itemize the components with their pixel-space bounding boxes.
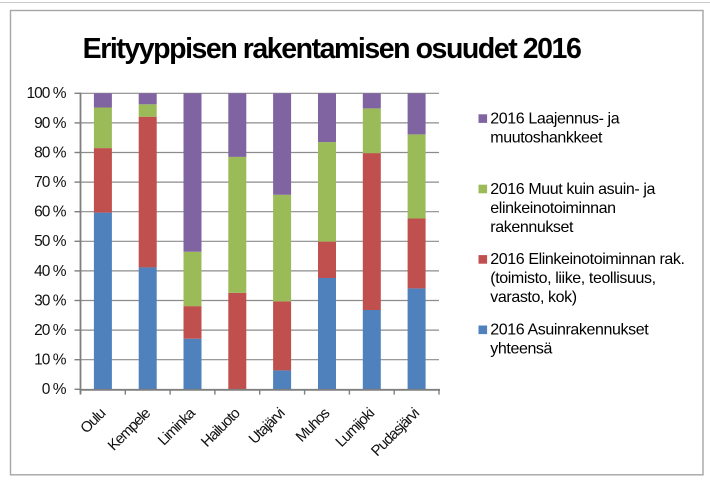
svg-text:40 %: 40 % [34, 263, 67, 280]
svg-text:2016 Laajennus- ja: 2016 Laajennus- ja [490, 110, 619, 127]
svg-text:2016 Muut kuin asuin- ja: 2016 Muut kuin asuin- ja [490, 181, 655, 198]
svg-text:(toimisto, liike, teollisuus,: (toimisto, liike, teollisuus, [490, 270, 655, 287]
svg-text:yhteensä: yhteensä [490, 341, 552, 358]
svg-text:0 %: 0 % [42, 381, 67, 398]
svg-text:Erityyppisen rakentamisen osuu: Erityyppisen rakentamisen osuudet 2016 [83, 33, 581, 65]
svg-text:30 %: 30 % [34, 292, 67, 309]
svg-text:10 %: 10 % [34, 352, 67, 369]
svg-text:100 %: 100 % [27, 85, 67, 102]
svg-text:2016 Asuinrakennukset: 2016 Asuinrakennukset [490, 322, 649, 339]
svg-text:muutoshankkeet: muutoshankkeet [490, 129, 603, 146]
svg-text:20 %: 20 % [34, 322, 67, 339]
svg-text:rakennukset: rakennukset [490, 219, 574, 236]
svg-text:90 %: 90 % [34, 115, 67, 132]
svg-text:60 %: 60 % [34, 204, 67, 221]
svg-text:80 %: 80 % [34, 144, 67, 161]
svg-text:varasto, kok): varasto, kok) [490, 289, 576, 306]
svg-text:2016 Elinkeinotoiminnan rak.: 2016 Elinkeinotoiminnan rak. [490, 251, 684, 268]
svg-text:70 %: 70 % [34, 174, 67, 191]
svg-text:50 %: 50 % [34, 233, 67, 250]
svg-text:elinkeinotoiminnan: elinkeinotoiminnan [490, 200, 615, 217]
